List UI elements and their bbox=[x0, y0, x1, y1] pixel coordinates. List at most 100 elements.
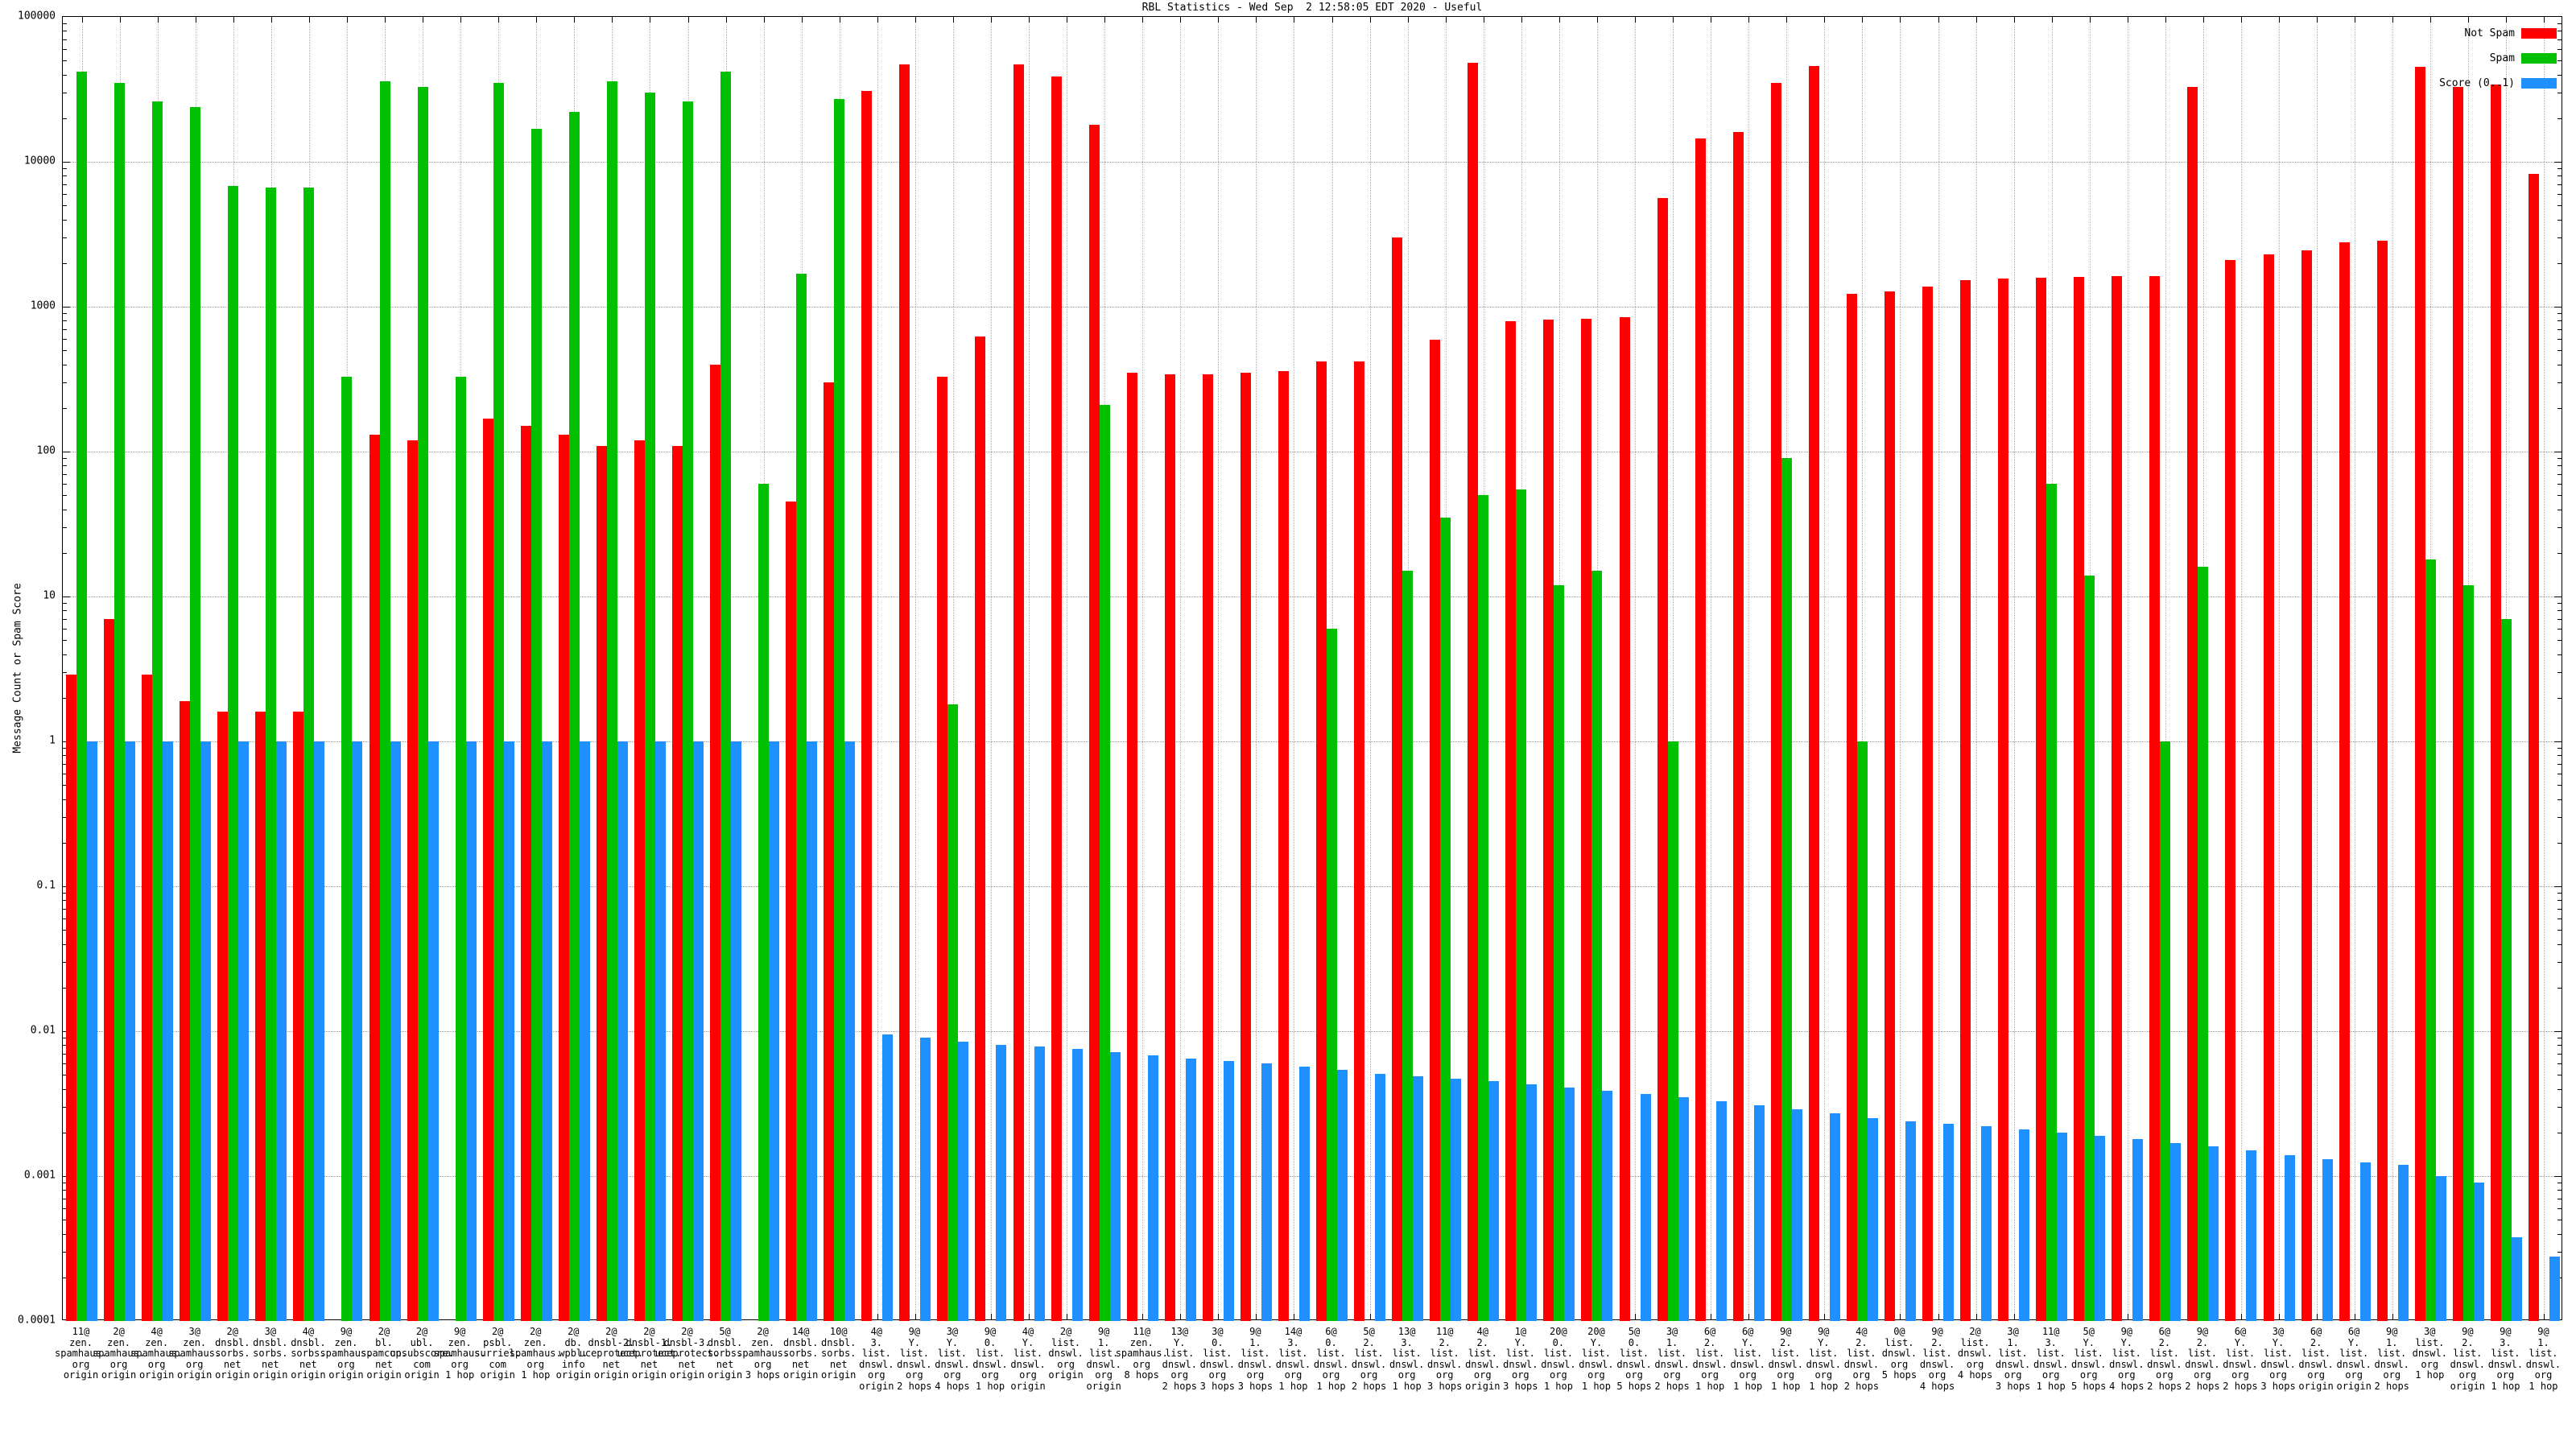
x-tick bbox=[2089, 17, 2091, 23]
x-axis-label: 2@ dnsbl-1. uceprotect. net origin bbox=[617, 1326, 682, 1381]
bar-score bbox=[1488, 1081, 1500, 1321]
y-minor-tick bbox=[63, 465, 67, 467]
x-axis-label: 6@ 0. list. dnswl. org 1 hop bbox=[1313, 1326, 1349, 1392]
bar-not-spam bbox=[710, 364, 721, 1321]
bar-spam bbox=[114, 83, 126, 1321]
bar-score bbox=[2170, 1142, 2182, 1321]
bar-spam bbox=[796, 273, 807, 1321]
horizontal-gridline bbox=[63, 1031, 2562, 1032]
x-axis-label: 5@ 0. list. dnswl. org 5 hops bbox=[1616, 1326, 1652, 1392]
bar-score bbox=[2246, 1150, 2257, 1321]
y-minor-tick bbox=[63, 1088, 67, 1090]
vertical-gridline bbox=[2317, 17, 2318, 1319]
y-minor-tick bbox=[2557, 628, 2562, 630]
x-axis-label: 2@ dnsbl-2. uceprotect. net origin bbox=[579, 1326, 644, 1381]
x-tick bbox=[2544, 1314, 2545, 1319]
x-axis-label: 3@ list. dnswl. org 1 hop bbox=[2412, 1326, 2447, 1381]
bar-score bbox=[2435, 1176, 2446, 1321]
bar-not-spam bbox=[1354, 361, 1365, 1321]
bar-score bbox=[1791, 1108, 1802, 1321]
x-axis-label: 2@ db. wpbl. info origin bbox=[555, 1326, 591, 1381]
bar-not-spam bbox=[255, 712, 266, 1321]
y-major-tick bbox=[63, 162, 70, 163]
y-minor-tick bbox=[2557, 755, 2562, 757]
y-minor-tick bbox=[63, 962, 67, 964]
y-minor-tick bbox=[2557, 1063, 2562, 1064]
x-tick bbox=[2240, 1314, 2242, 1319]
bar-score bbox=[2397, 1164, 2409, 1321]
x-tick bbox=[2202, 17, 2204, 23]
bar-not-spam bbox=[1619, 316, 1630, 1321]
y-minor-tick bbox=[2557, 799, 2562, 800]
y-minor-tick bbox=[63, 1233, 67, 1235]
y-minor-tick bbox=[2557, 610, 2562, 612]
x-tick bbox=[1142, 17, 1144, 23]
x-tick bbox=[1369, 17, 1371, 23]
x-tick bbox=[1938, 1314, 1939, 1319]
x-axis-label: 3@ Y. list. dnswl. org 3 hops bbox=[2260, 1326, 2296, 1392]
y-minor-tick bbox=[63, 168, 67, 170]
x-tick bbox=[460, 17, 462, 23]
y-minor-tick bbox=[2557, 893, 2562, 894]
y-minor-tick bbox=[63, 930, 67, 931]
y-minor-tick bbox=[2557, 465, 2562, 467]
vertical-gridline bbox=[2240, 17, 2242, 1319]
y-minor-tick bbox=[63, 458, 67, 460]
bar-score bbox=[427, 741, 439, 1321]
y-minor-tick bbox=[2557, 175, 2562, 177]
bar-spam bbox=[758, 483, 770, 1321]
y-minor-tick bbox=[2557, 817, 2562, 819]
x-axis-label: 5@ 2. list. dnswl. org 2 hops bbox=[1351, 1326, 1387, 1392]
bar-spam bbox=[1856, 741, 1868, 1321]
x-axis-label: 3@ 1. list. dnswl. org 3 hops bbox=[1995, 1326, 2031, 1392]
bar-not-spam bbox=[596, 445, 607, 1321]
x-tick bbox=[990, 17, 992, 23]
bar-spam bbox=[2084, 575, 2095, 1321]
bar-not-spam bbox=[2414, 67, 2425, 1321]
bar-score bbox=[2473, 1183, 2484, 1321]
y-minor-tick bbox=[63, 338, 67, 340]
bar-score bbox=[1943, 1123, 1954, 1321]
bar-score bbox=[2019, 1129, 2030, 1321]
x-tick bbox=[536, 17, 538, 23]
bar-not-spam bbox=[1808, 65, 1819, 1321]
bar-not-spam bbox=[1430, 340, 1441, 1321]
horizontal-gridline bbox=[63, 307, 2562, 308]
bar-not-spam bbox=[1884, 291, 1895, 1321]
bar-spam bbox=[568, 112, 580, 1321]
y-major-tick bbox=[2554, 307, 2562, 308]
y-major-tick bbox=[2554, 1031, 2562, 1032]
x-tick bbox=[2392, 17, 2394, 23]
y-minor-tick bbox=[2557, 1233, 2562, 1235]
x-axis-label: 1@ Y. list. dnswl. org 3 hops bbox=[1503, 1326, 1538, 1392]
x-axis-label: 9@ zen. spamhaus. org 1 hop bbox=[433, 1326, 486, 1381]
bar-not-spam bbox=[1505, 321, 1517, 1321]
chart-title: RBL Statistics - Wed Sep 2 12:58:05 EDT … bbox=[1141, 2, 1483, 14]
bar-score bbox=[2057, 1132, 2068, 1321]
x-tick bbox=[498, 17, 500, 23]
y-minor-tick bbox=[2557, 1053, 2562, 1055]
x-axis-label: 6@ Y. list. dnswl. org 1 hop bbox=[1730, 1326, 1765, 1392]
y-minor-tick bbox=[63, 1208, 67, 1209]
x-axis-label: 4@ dnsbl. sorbs. net origin bbox=[291, 1326, 326, 1381]
y-minor-tick bbox=[2557, 943, 2562, 945]
y-minor-tick bbox=[63, 552, 67, 554]
bar-not-spam bbox=[2112, 276, 2123, 1321]
vertical-gridline bbox=[2013, 17, 2015, 1319]
legend-label: Spam bbox=[2489, 52, 2515, 64]
y-minor-tick bbox=[2557, 193, 2562, 195]
y-minor-tick bbox=[63, 219, 67, 221]
bar-spam bbox=[720, 71, 732, 1321]
vertical-gridline bbox=[1369, 17, 1371, 1319]
y-minor-tick bbox=[63, 1252, 67, 1253]
x-tick bbox=[1748, 1314, 1750, 1319]
bar-score bbox=[1337, 1070, 1348, 1321]
y-minor-tick bbox=[63, 697, 67, 699]
x-axis-label: 5@ Y. list. dnswl. org 5 hops bbox=[2071, 1326, 2107, 1392]
y-minor-tick bbox=[63, 654, 67, 655]
bar-spam bbox=[834, 99, 845, 1321]
x-tick bbox=[1900, 17, 1901, 23]
x-axis-label: 4@ 3. list. dnswl. org origin bbox=[859, 1326, 894, 1392]
bar-spam bbox=[2500, 618, 2512, 1321]
bar-spam bbox=[2198, 567, 2209, 1321]
